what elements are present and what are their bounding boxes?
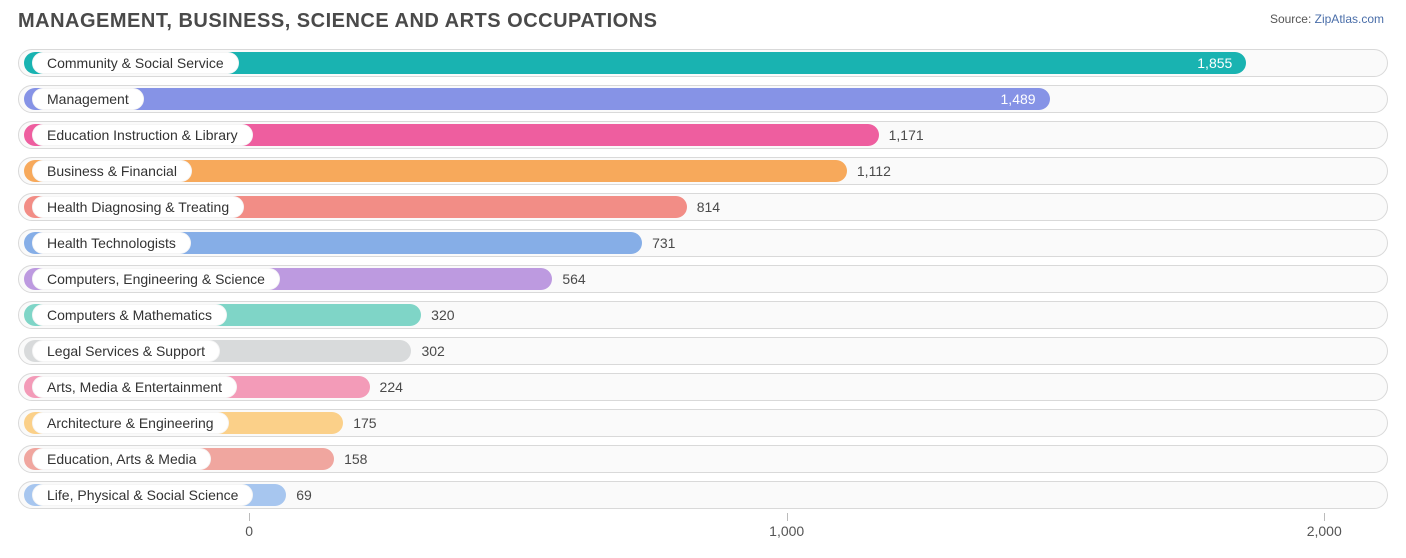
category-label: Business & Financial — [32, 160, 192, 182]
value-label: 320 — [431, 297, 454, 333]
value-label: 224 — [380, 369, 403, 405]
category-label: Health Diagnosing & Treating — [32, 196, 244, 218]
value-label: 1,171 — [889, 117, 924, 153]
chart-row: Arts, Media & Entertainment 224 — [18, 369, 1388, 405]
value-label: 158 — [344, 441, 367, 477]
chart-row: Legal Services & Support 302 — [18, 333, 1388, 369]
chart-row: Computers & Mathematics 320 — [18, 297, 1388, 333]
value-label: 1,855 — [1197, 45, 1232, 81]
source-prefix: Source: — [1270, 12, 1315, 26]
category-label: Education, Arts & Media — [32, 448, 211, 470]
source-attribution: Source: ZipAtlas.com — [1270, 12, 1384, 26]
chart-row: Management 1,489 — [18, 81, 1388, 117]
axis-tick-label: 1,000 — [769, 523, 804, 539]
chart-row: Health Technologists 731 — [18, 225, 1388, 261]
source-link[interactable]: ZipAtlas.com — [1315, 12, 1384, 26]
occupations-bar-chart: Community & Social Service1,855Managemen… — [18, 45, 1388, 543]
chart-title: MANAGEMENT, BUSINESS, SCIENCE AND ARTS O… — [18, 10, 1388, 33]
chart-row: Education, Arts & Media 158 — [18, 441, 1388, 477]
category-label: Architecture & Engineering — [32, 412, 229, 434]
category-label: Computers & Mathematics — [32, 304, 227, 326]
axis-tick — [249, 513, 250, 521]
axis-tick — [1324, 513, 1325, 521]
value-label: 731 — [652, 225, 675, 261]
category-label: Computers, Engineering & Science — [32, 268, 280, 290]
value-label: 1,112 — [857, 153, 891, 189]
value-label: 302 — [421, 333, 444, 369]
chart-row: Health Diagnosing & Treating 814 — [18, 189, 1388, 225]
axis-tick-label: 0 — [245, 523, 253, 539]
chart-row: Business & Financial 1,112 — [18, 153, 1388, 189]
plot-area: Community & Social Service1,855Managemen… — [18, 45, 1388, 513]
chart-row: Life, Physical & Social Science 69 — [18, 477, 1388, 513]
value-label: 69 — [296, 477, 312, 513]
category-label: Health Technologists — [32, 232, 191, 254]
category-label: Legal Services & Support — [32, 340, 220, 362]
value-label: 564 — [562, 261, 585, 297]
chart-row: Education Instruction & Library 1,171 — [18, 117, 1388, 153]
category-label: Community & Social Service — [32, 52, 239, 74]
chart-row: Computers, Engineering & Science 564 — [18, 261, 1388, 297]
category-label: Life, Physical & Social Science — [32, 484, 253, 506]
category-label: Education Instruction & Library — [32, 124, 253, 146]
category-label: Arts, Media & Entertainment — [32, 376, 237, 398]
axis-tick — [787, 513, 788, 521]
category-label: Management — [32, 88, 144, 110]
chart-row: Architecture & Engineering 175 — [18, 405, 1388, 441]
axis-tick-label: 2,000 — [1307, 523, 1342, 539]
chart-row: Community & Social Service 1,855 — [18, 45, 1388, 81]
x-axis: 0 1,000 2,000 — [18, 513, 1388, 543]
value-label: 814 — [697, 189, 720, 225]
value-label: 175 — [353, 405, 376, 441]
value-label: 1,489 — [1001, 81, 1036, 117]
bar — [24, 88, 1050, 110]
